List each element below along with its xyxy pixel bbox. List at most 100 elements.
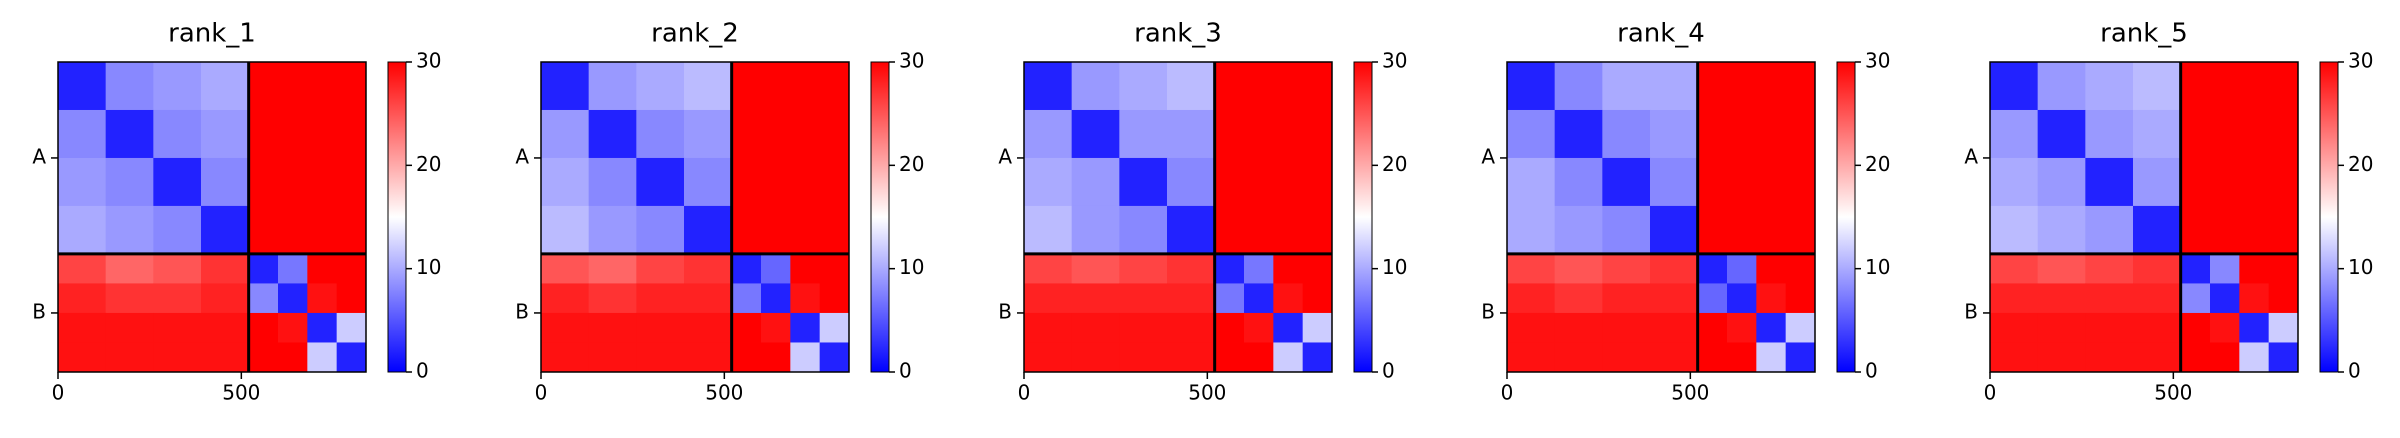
heat-cell (201, 157, 250, 207)
heat-cell (2133, 253, 2182, 284)
heat-cell (336, 205, 367, 255)
heat-cell (1119, 283, 1168, 314)
y-tick-label: B (1481, 299, 1495, 323)
heat-cell (201, 253, 250, 284)
heat-cell (1507, 342, 1556, 373)
colorbar-tick-label: 0 (2348, 359, 2361, 383)
heat-cell (2037, 283, 2086, 314)
heat-cell (336, 62, 367, 111)
heat-cell (588, 205, 637, 255)
heat-cell (1214, 109, 1245, 159)
heat-cell (307, 283, 338, 314)
heat-cell (636, 312, 685, 343)
axes-frame (1506, 61, 1816, 373)
heat-cell (336, 342, 367, 373)
colorbar-tick-label: 0 (416, 359, 429, 383)
heat-cell (1756, 342, 1787, 373)
y-tick-label: A (998, 144, 1012, 168)
heat-cell (731, 62, 762, 111)
heat-cell (105, 342, 154, 373)
x-tick-label: 500 (2154, 381, 2192, 405)
heat-cell (1756, 205, 1787, 255)
heat-cell (1507, 157, 1556, 207)
heat-cell (1024, 342, 1073, 373)
panel: rank_5 0 500 A B 0 10 20 30 (1964, 19, 2373, 405)
heat-cell (588, 342, 637, 373)
heat-cell (1024, 253, 1073, 284)
heat-cell (1273, 205, 1304, 255)
heat-cell (336, 157, 367, 207)
heat-cell (2210, 62, 2240, 111)
heat-cell (2210, 342, 2240, 373)
heat-cell (1244, 157, 1274, 207)
y-tick-label: A (32, 144, 46, 168)
heat-cell (2268, 205, 2299, 255)
heat-cell (1119, 109, 1168, 159)
colorbar-tick-label: 0 (899, 359, 912, 383)
heat-cell (248, 157, 279, 207)
heat-cell (2210, 109, 2240, 159)
heat-cell (2180, 253, 2211, 284)
heat-cell (1554, 283, 1603, 314)
heat-cell (2268, 312, 2299, 343)
heat-cell (790, 157, 821, 207)
heat-cell (2268, 342, 2299, 373)
heat-cell (1507, 109, 1556, 159)
y-tick-label: B (998, 299, 1012, 323)
colorbar-tick-label: 30 (416, 49, 441, 73)
colorbar-tick-label: 20 (899, 152, 924, 176)
panel-title: rank_2 (651, 19, 739, 49)
heat-cell (2180, 342, 2211, 373)
heat-cell (58, 157, 107, 207)
heat-cell (1024, 109, 1073, 159)
colorbar-tick-label: 0 (1382, 359, 1395, 383)
x-tick-label: 500 (1671, 381, 1709, 405)
heat-cell (2239, 109, 2270, 159)
y-tick-label: A (1964, 144, 1978, 168)
x-tick-label: 0 (1018, 381, 1031, 405)
heat-cell (1244, 253, 1274, 284)
heat-cell (819, 109, 850, 159)
colorbar (387, 61, 407, 373)
heat-cell (105, 312, 154, 343)
heat-cell (1602, 312, 1651, 343)
colorbar (870, 61, 890, 373)
heat-cell (1167, 62, 1216, 111)
heat-cell (541, 342, 590, 373)
heat-cell (1554, 109, 1603, 159)
heat-cell (2268, 157, 2299, 207)
heat-cell (1273, 109, 1304, 159)
heat-cell (1214, 283, 1245, 314)
heat-cell (1697, 253, 1728, 284)
heat-cell (1214, 62, 1245, 111)
heat-cell (761, 283, 791, 314)
heat-cell (761, 253, 791, 284)
heat-cell (1302, 283, 1333, 314)
heat-cell (2037, 157, 2086, 207)
heat-cell (307, 109, 338, 159)
heat-cell (336, 253, 367, 284)
heat-cell (2133, 312, 2182, 343)
heat-cell (1727, 62, 1757, 111)
heat-cell (278, 157, 308, 207)
heat-cell (1697, 205, 1728, 255)
heat-cell (1167, 312, 1216, 343)
heat-cell (1273, 342, 1304, 373)
axes-frame (57, 61, 367, 373)
heat-cell (761, 109, 791, 159)
heat-cell (153, 342, 202, 373)
heat-cell (1071, 253, 1120, 284)
heat-cell (2085, 283, 2134, 314)
heat-cell (541, 312, 590, 343)
heat-cell (248, 109, 279, 159)
heat-cell (588, 312, 637, 343)
heat-cell (1119, 312, 1168, 343)
heat-cell (1214, 157, 1245, 207)
heat-cell (1167, 253, 1216, 284)
heat-cell (1602, 283, 1651, 314)
heat-cell (1507, 283, 1556, 314)
heat-cell (1697, 283, 1728, 314)
heat-cell (201, 283, 250, 314)
heat-cell (1071, 342, 1120, 373)
heat-cell (684, 253, 733, 284)
